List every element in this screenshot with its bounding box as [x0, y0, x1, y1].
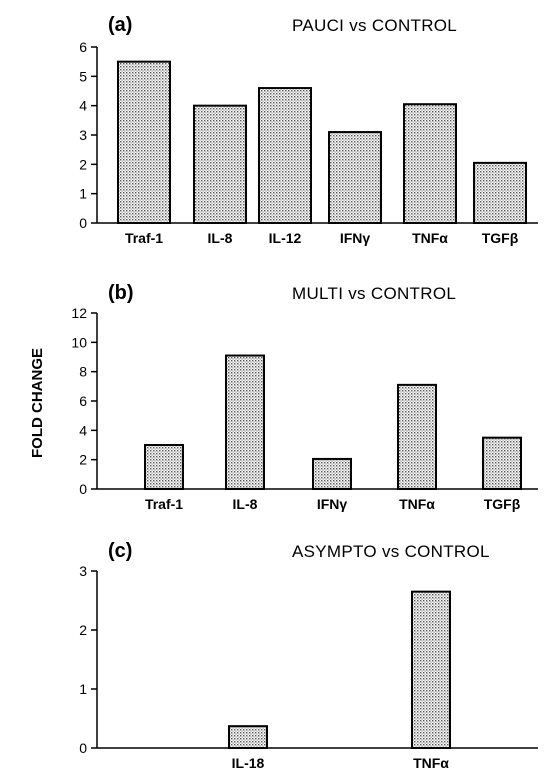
x-tick-label: IFNγ	[340, 230, 371, 246]
y-tick-label: 4	[79, 422, 87, 438]
bar-a-2	[193, 104, 247, 224]
chart-title-c: ASYMPTO vs CONTROL	[292, 542, 490, 561]
y-tick-label: 2	[79, 156, 87, 172]
bar-b-2	[225, 354, 265, 490]
x-tick-label: TGFβ	[484, 496, 521, 512]
bar-b-1	[144, 444, 184, 490]
bars-a	[117, 60, 527, 225]
chart-panel-a: (a) PAUCI vs CONTROL 0 1 2 3 4 5 6 Traf-1 IL-8 I…	[79, 14, 538, 246]
axes-c: 0 1 2 3	[79, 563, 538, 756]
panel-label-c: (c)	[108, 540, 132, 562]
panel-label-b: (b)	[108, 282, 134, 304]
y-tick-label: 6	[79, 39, 87, 55]
y-tick-label: 12	[71, 305, 87, 321]
chart-panel-b: (b) MULTI vs CONTROL 0 2 4 6 8 10 12 Traf-1 IL-…	[71, 282, 538, 512]
y-tick-label: 8	[79, 364, 87, 380]
y-tick-label: 0	[79, 215, 87, 231]
x-labels-c: IL-18 TNFα	[232, 755, 450, 771]
y-tick-label: 1	[79, 681, 87, 697]
y-tick-label: 2	[79, 452, 87, 468]
bars-b	[144, 354, 522, 490]
bar-c-1	[228, 725, 268, 749]
y-tick-label: 3	[79, 563, 87, 579]
bar-a-3	[258, 87, 312, 224]
bar-b-3	[312, 457, 352, 490]
x-labels-b: Traf-1 IL-8 IFNγ TNFα TGFβ	[145, 496, 521, 512]
x-tick-label: IFNγ	[317, 496, 348, 512]
y-tick-label: 3	[79, 127, 87, 143]
y-tick-label: 0	[79, 481, 87, 497]
chart-panel-c: (c) ASYMPTO vs CONTROL 0 1 2 3 IL-18 TNFα	[79, 540, 538, 771]
x-labels-a: Traf-1 IL-8 IL-12 IFNγ TNFα TGFβ	[125, 230, 519, 246]
x-tick-label: TNFα	[413, 755, 449, 771]
y-tick-label: 1	[79, 186, 87, 202]
bar-a-5	[403, 103, 457, 224]
y-tick-label: 10	[71, 334, 87, 350]
y-tick-label: 6	[79, 393, 87, 409]
bar-c-2	[411, 590, 451, 750]
bar-b-5	[482, 436, 522, 490]
bars-c	[228, 590, 451, 750]
y-tick-label: 4	[79, 98, 87, 114]
x-tick-label: TGFβ	[482, 230, 519, 246]
chart-title-a: PAUCI vs CONTROL	[292, 16, 457, 35]
panel-label-a: (a)	[108, 14, 132, 36]
x-tick-label: IL-12	[269, 230, 302, 246]
y-tick-label: 5	[79, 68, 87, 84]
x-tick-label: Traf-1	[145, 496, 183, 512]
x-tick-label: TNFα	[399, 496, 435, 512]
chart-title-b: MULTI vs CONTROL	[292, 284, 456, 303]
x-tick-label: IL-8	[233, 496, 258, 512]
bar-a-6	[473, 161, 527, 225]
x-tick-label: IL-8	[208, 230, 233, 246]
bar-b-4	[397, 383, 437, 490]
bar-a-4	[328, 131, 382, 224]
y-tick-label: 0	[79, 740, 87, 756]
y-axis-label: FOLD CHANGE	[29, 348, 46, 458]
x-tick-label: Traf-1	[125, 230, 163, 246]
axes-b: 0 2 4 6 8 10 12	[71, 305, 538, 497]
x-tick-label: TNFα	[412, 230, 448, 246]
x-tick-label: IL-18	[232, 755, 265, 771]
y-tick-label: 2	[79, 622, 87, 638]
bar-a-1	[117, 60, 171, 224]
